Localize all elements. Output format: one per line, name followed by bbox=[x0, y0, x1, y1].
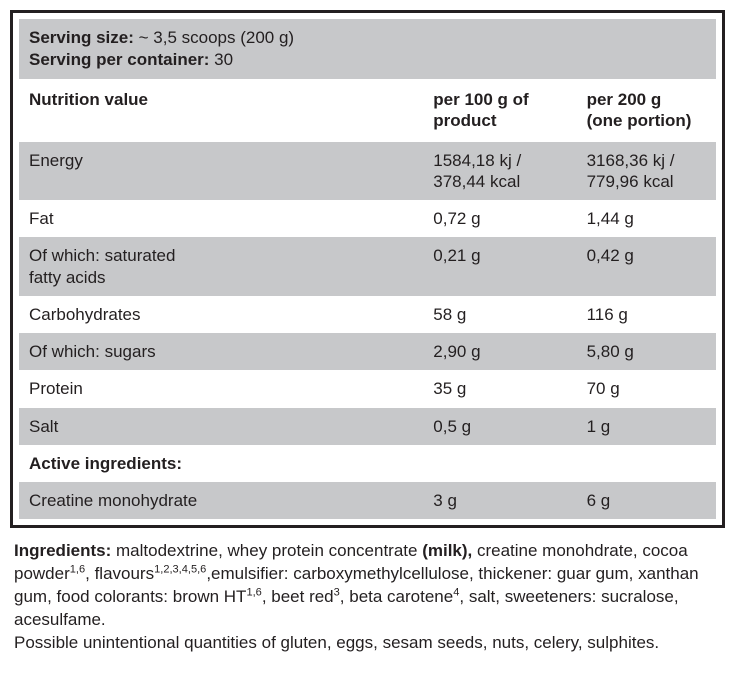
serving-per-container-label: Serving per container: bbox=[29, 50, 209, 69]
table-row: Protein35 g70 g bbox=[19, 370, 716, 407]
serving-per-container-value: 30 bbox=[214, 50, 233, 69]
header-col3: per 200 g (one portion) bbox=[577, 79, 716, 142]
active-ingredients-header: Active ingredients: bbox=[19, 445, 716, 482]
header-col2-line2: product bbox=[433, 111, 496, 130]
ingredients-text: , flavours bbox=[85, 564, 154, 583]
serving-size-label: Serving size: bbox=[29, 28, 134, 47]
row-per200: 3168,36 kj /779,96 kcal bbox=[577, 142, 716, 201]
header-col1: Nutrition value bbox=[19, 79, 423, 142]
row-per100: 2,90 g bbox=[423, 333, 576, 370]
row-per200: 5,80 g bbox=[577, 333, 716, 370]
row-per100: 1584,18 kj /378,44 kcal bbox=[423, 142, 576, 201]
table-row: Carbohydrates58 g116 g bbox=[19, 296, 716, 333]
ingredients-text: , beet red bbox=[262, 587, 334, 606]
serving-size-line: Serving size: ~ 3,5 scoops (200 g) bbox=[29, 27, 706, 49]
ingredients-sup: 1,2,3,4,5,6 bbox=[154, 564, 206, 576]
table-row: Energy1584,18 kj /378,44 kcal3168,36 kj … bbox=[19, 142, 716, 201]
row-per200: 1 g bbox=[577, 408, 716, 445]
row-label: Energy bbox=[19, 142, 423, 201]
row-label: Of which: sugars bbox=[19, 333, 423, 370]
row-per200: 0,42 g bbox=[577, 237, 716, 296]
row-per100: 58 g bbox=[423, 296, 576, 333]
header-col3-line2: (one portion) bbox=[587, 111, 692, 130]
row-per200: 116 g bbox=[577, 296, 716, 333]
ingredients-block: Ingredients: maltodextrine, whey protein… bbox=[10, 528, 725, 655]
row-per200: 70 g bbox=[577, 370, 716, 407]
ingredients-lead: Ingredients: bbox=[14, 541, 111, 560]
nutrition-panel: Serving size: ~ 3,5 scoops (200 g) Servi… bbox=[10, 10, 725, 528]
header-col3-line1: per 200 g bbox=[587, 90, 662, 109]
active-ingredient-per200: 6 g bbox=[577, 482, 716, 519]
table-row: Salt0,5 g1 g bbox=[19, 408, 716, 445]
ingredients-milk: (milk), bbox=[422, 541, 472, 560]
ingredients-paragraph: Ingredients: maltodextrine, whey protein… bbox=[14, 540, 721, 632]
ingredients-sup: 1,6 bbox=[70, 564, 85, 576]
header-col2-line1: per 100 g of bbox=[433, 90, 528, 109]
row-label: Carbohydrates bbox=[19, 296, 423, 333]
ingredients-text: maltodextrine, whey protein concentrate bbox=[111, 541, 422, 560]
row-label: Of which: saturatedfatty acids bbox=[19, 237, 423, 296]
serving-per-container-line: Serving per container: 30 bbox=[29, 49, 706, 71]
serving-block: Serving size: ~ 3,5 scoops (200 g) Servi… bbox=[19, 19, 716, 79]
active-ingredients-label: Active ingredients: bbox=[19, 445, 423, 482]
ingredients-text: , beta carotene bbox=[340, 587, 453, 606]
nutrition-table: Nutrition value per 100 g of product per… bbox=[19, 79, 716, 519]
serving-size-value: ~ 3,5 scoops (200 g) bbox=[139, 28, 294, 47]
ingredients-sup: 1,6 bbox=[246, 587, 261, 599]
row-label: Fat bbox=[19, 200, 423, 237]
table-row: Of which: saturatedfatty acids0,21 g0,42… bbox=[19, 237, 716, 296]
row-per100: 0,72 g bbox=[423, 200, 576, 237]
allergen-paragraph: Possible unintentional quantities of glu… bbox=[14, 632, 721, 655]
active-ingredient-row: Creatine monohydrate 3 g 6 g bbox=[19, 482, 716, 519]
row-per200: 1,44 g bbox=[577, 200, 716, 237]
row-per100: 0,5 g bbox=[423, 408, 576, 445]
row-per100: 35 g bbox=[423, 370, 576, 407]
row-label: Salt bbox=[19, 408, 423, 445]
active-ingredient-name: Creatine monohydrate bbox=[19, 482, 423, 519]
table-row: Of which: sugars2,90 g5,80 g bbox=[19, 333, 716, 370]
header-col2: per 100 g of product bbox=[423, 79, 576, 142]
row-per100: 0,21 g bbox=[423, 237, 576, 296]
table-header-row: Nutrition value per 100 g of product per… bbox=[19, 79, 716, 142]
active-ingredient-per100: 3 g bbox=[423, 482, 576, 519]
table-row: Fat0,72 g1,44 g bbox=[19, 200, 716, 237]
row-label: Protein bbox=[19, 370, 423, 407]
